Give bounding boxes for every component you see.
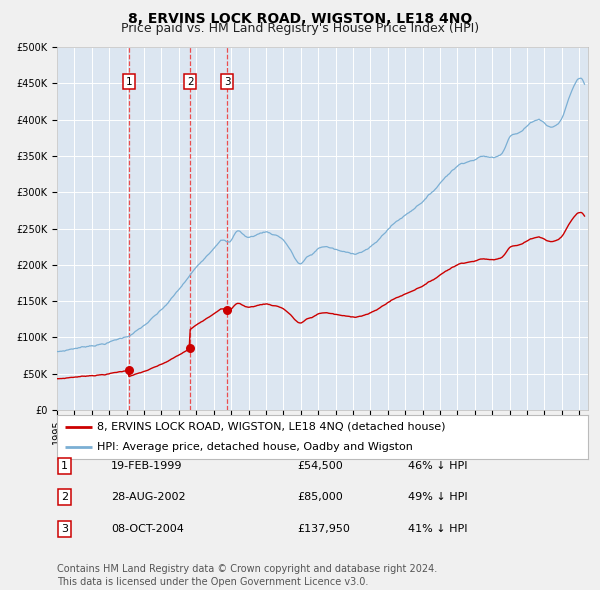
Text: 49% ↓ HPI: 49% ↓ HPI (408, 493, 467, 502)
Text: Price paid vs. HM Land Registry's House Price Index (HPI): Price paid vs. HM Land Registry's House … (121, 22, 479, 35)
Text: 8, ERVINS LOCK ROAD, WIGSTON, LE18 4NQ (detached house): 8, ERVINS LOCK ROAD, WIGSTON, LE18 4NQ (… (97, 422, 445, 432)
Text: £85,000: £85,000 (297, 493, 343, 502)
Text: 1: 1 (125, 77, 132, 87)
Text: 2: 2 (187, 77, 193, 87)
Text: 41% ↓ HPI: 41% ↓ HPI (408, 524, 467, 533)
Text: 28-AUG-2002: 28-AUG-2002 (111, 493, 185, 502)
Text: 19-FEB-1999: 19-FEB-1999 (111, 461, 182, 471)
Text: 3: 3 (61, 524, 68, 533)
Text: HPI: Average price, detached house, Oadby and Wigston: HPI: Average price, detached house, Oadb… (97, 442, 413, 452)
Text: 1: 1 (61, 461, 68, 471)
Text: 46% ↓ HPI: 46% ↓ HPI (408, 461, 467, 471)
Text: 2: 2 (61, 493, 68, 502)
Text: 3: 3 (224, 77, 230, 87)
Text: £137,950: £137,950 (297, 524, 350, 533)
Text: £54,500: £54,500 (297, 461, 343, 471)
Text: 8, ERVINS LOCK ROAD, WIGSTON, LE18 4NQ: 8, ERVINS LOCK ROAD, WIGSTON, LE18 4NQ (128, 12, 472, 26)
Text: 08-OCT-2004: 08-OCT-2004 (111, 524, 184, 533)
Text: Contains HM Land Registry data © Crown copyright and database right 2024.
This d: Contains HM Land Registry data © Crown c… (57, 564, 437, 587)
